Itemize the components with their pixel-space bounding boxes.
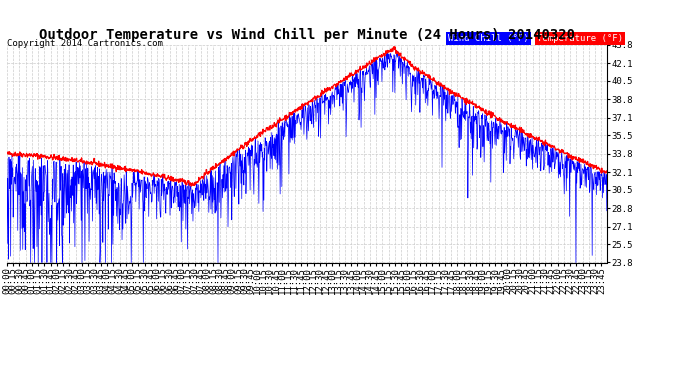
Title: Outdoor Temperature vs Wind Chill per Minute (24 Hours) 20140320: Outdoor Temperature vs Wind Chill per Mi… — [39, 28, 575, 42]
Text: Temperature (°F): Temperature (°F) — [537, 34, 623, 43]
Text: Wind Chill (°F): Wind Chill (°F) — [448, 34, 529, 43]
Text: Copyright 2014 Cartronics.com: Copyright 2014 Cartronics.com — [7, 39, 163, 48]
